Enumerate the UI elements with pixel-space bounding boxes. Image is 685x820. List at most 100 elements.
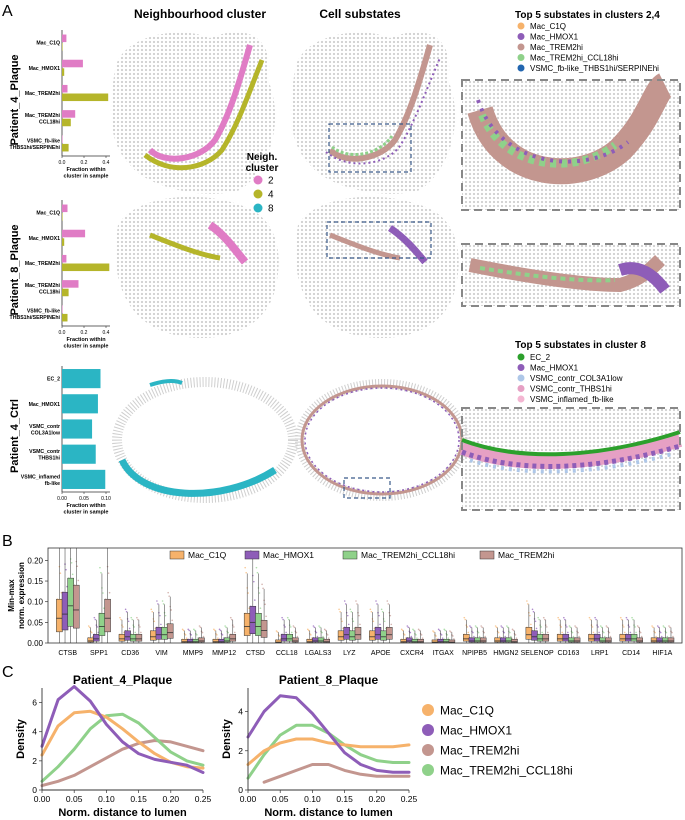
boxplot-outlier [292, 625, 295, 627]
boxplot-ytick-label: 0.15 [27, 577, 43, 586]
boxplot-outlier [529, 614, 531, 617]
density-xtick-label: 0.00 [34, 794, 51, 804]
boxplot-box [650, 637, 658, 643]
boxplot-category-label: CD163 [558, 650, 580, 657]
frac-bar-c4 [62, 263, 110, 272]
boxplot-outlier [309, 634, 312, 636]
boxplot-outlier [532, 610, 535, 613]
boxplot-category-label: CTSD [246, 650, 265, 657]
boxplot-outlier [139, 626, 141, 628]
boxplot-outlier [136, 616, 138, 619]
boxplot-box [337, 630, 345, 641]
boxplot-outlier [214, 629, 216, 632]
boxplot-category-label: SPP1 [90, 650, 108, 657]
boxplot-outlier [608, 631, 611, 634]
boxplot-outlier [281, 616, 283, 619]
frac-bar-c4 [62, 93, 109, 102]
boxplot-outlier [225, 626, 227, 629]
boxplot-outlier [370, 610, 373, 613]
frac-bar-label: Mac_TREM2hi [25, 261, 61, 267]
boxplot-outlier [472, 631, 474, 634]
density-xtick-label: 0.05 [66, 794, 83, 804]
boxplot-box [499, 637, 507, 643]
tissue-ctrl-neigh [112, 377, 298, 503]
density-xtick-label: 0.20 [369, 794, 386, 804]
boxplot-outlier [500, 625, 503, 627]
boxplot-outlier [386, 600, 389, 602]
frac-bar-label-line: VSMC_contr [29, 449, 60, 455]
boxplot-outlier [285, 631, 287, 634]
header-top24: Top 5 substates in clusters 2,4 [515, 10, 660, 21]
boxplot-box [67, 577, 74, 627]
boxplot-box [56, 598, 63, 633]
boxplot-outlier [545, 626, 548, 628]
boxplot-box [229, 634, 237, 642]
frac-bar-label: Mac_TREM2hi CCL18hi [25, 283, 61, 296]
substate-legend-marker [517, 364, 525, 371]
boxplot-outlier [107, 572, 110, 574]
density-legend-label: Mac_TREM2hi [440, 744, 519, 758]
boxplot-outlier [418, 629, 421, 632]
frac-bar-label-line: VSMC_inflamed [21, 474, 60, 480]
frac-bar-label-line: Mac_HMOX1 [29, 402, 61, 408]
frac-bar-c4 [62, 288, 69, 297]
boxplot-outlier [287, 618, 290, 621]
boxplot-outlier [597, 626, 599, 628]
frac-bar-label: Mac_TREM2hi CCL18hi [25, 113, 61, 126]
boxplot-outlier [625, 616, 628, 619]
boxplot-outlier [477, 631, 480, 634]
boxplot-box [323, 638, 330, 643]
frac-bar-c2 [62, 254, 67, 263]
frac-bar-label-line: Mac_TREM2hi [25, 91, 61, 97]
density-xtick-label: 0.15 [130, 794, 147, 804]
boxplot-outlier [463, 616, 466, 619]
boxplot-outlier [70, 562, 73, 564]
frac-bar-label-line: fb-like [45, 481, 60, 487]
frac-tick-label: 0.0 [59, 160, 66, 166]
frac-tick-label: 0.4 [103, 160, 110, 166]
boxplot-outlier [167, 591, 169, 594]
boxplot-box [494, 637, 501, 643]
tissue-p8-neigh [115, 196, 279, 338]
boxplot-box [479, 637, 487, 643]
frac-bar-label: VSMC_fb-like THBS1hi/SERPINEhi [10, 308, 61, 321]
boxplot-box [562, 634, 570, 642]
boxplot-legend-swatch [169, 550, 185, 560]
boxplot-outlier [307, 629, 310, 632]
boxplot-outlier [375, 600, 377, 602]
boxplot-outlier [170, 609, 172, 611]
boxplot-box [150, 630, 157, 641]
boxplot-ylabel-line: Min-max [7, 579, 16, 612]
boxplot-outlier [478, 635, 481, 638]
boxplot-box [625, 634, 632, 642]
boxplot-outlier [190, 634, 193, 636]
boxplot-outlier [626, 618, 629, 621]
boxplot-outlier [639, 631, 642, 634]
frac-tick-label: 0.0 [59, 330, 66, 336]
substate-legend-label: VSMC_inflamed_fb-like [530, 395, 614, 404]
boxplot-ytick-label: 0.00 [27, 639, 43, 648]
boxplot-outlier [100, 571, 102, 574]
boxplot-outlier [432, 630, 434, 632]
boxplot-outlier [349, 608, 352, 611]
boxplot-ytick-label: 0.10 [27, 598, 43, 607]
boxplot-outlier [380, 608, 383, 611]
boxplot-outlier [527, 603, 529, 605]
header-substates: Cell substates [319, 7, 401, 21]
boxplot-outlier [258, 592, 261, 594]
panel-c-density-p8: Patient_8_Plaque 0.00 0.05 0.10 0.15 0.20 0.25… [221, 673, 418, 819]
boxplot-box [417, 638, 424, 643]
frac-bar-label-line: THBS1hi/SERPINEhi [10, 315, 61, 321]
neigh-legend-label: 2 [268, 176, 274, 187]
boxplot-box [317, 637, 325, 643]
substate-legend-label: VSMC_fb-like_THBS1hi/SERPINEhi [530, 64, 659, 73]
boxplot-outlier [133, 626, 136, 628]
boxplot-outlier [296, 635, 299, 638]
density-legend-marker [422, 704, 434, 716]
boxplot-outlier [290, 631, 293, 634]
boxplot-outlier [187, 628, 190, 631]
boxplot-outlier [140, 631, 142, 634]
boxplot-legend-label: Mac_TREM2hi [498, 550, 554, 560]
boxplot-box [636, 637, 643, 643]
boxplot-box [155, 627, 163, 640]
